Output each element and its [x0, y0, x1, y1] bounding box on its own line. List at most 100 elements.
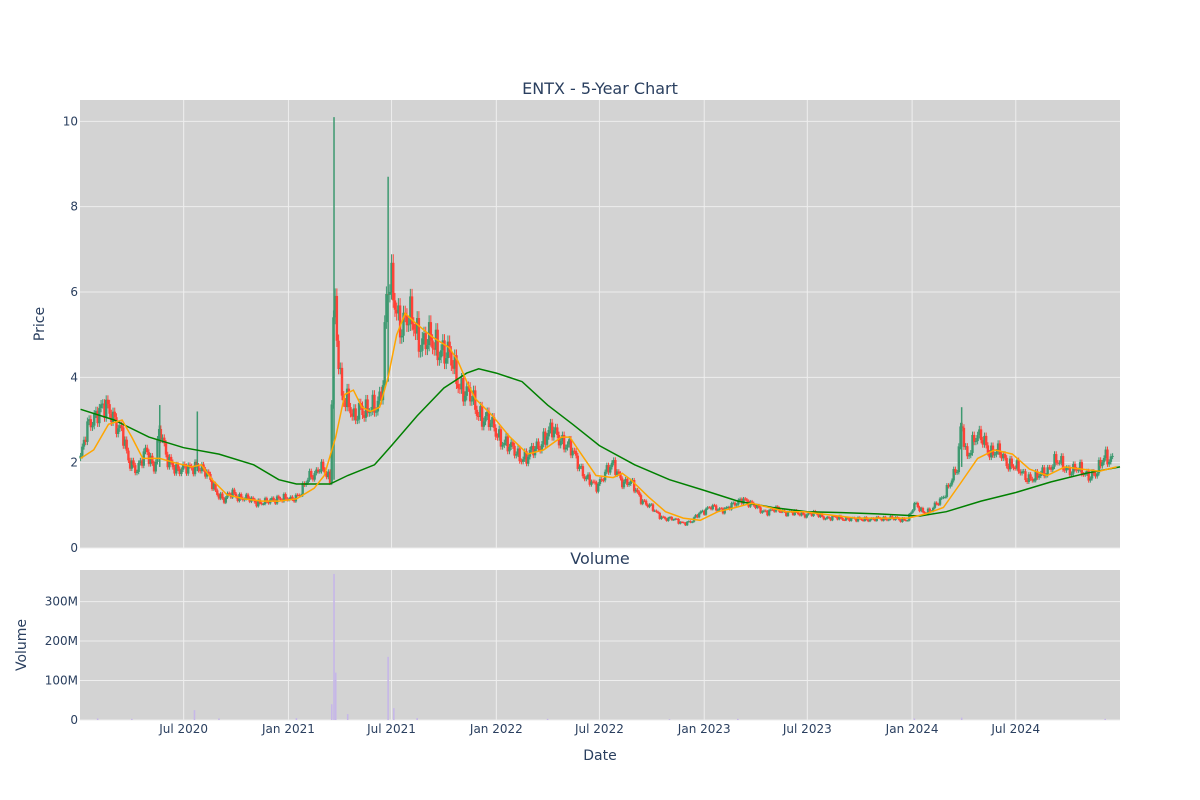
candle-body — [1039, 473, 1043, 476]
candle-body — [509, 442, 513, 447]
candle-body — [446, 341, 450, 359]
candle-body — [757, 505, 761, 508]
volume-bar — [737, 718, 739, 720]
candle-body — [1080, 462, 1084, 475]
candle-body — [192, 468, 195, 475]
candle-body — [176, 464, 180, 469]
candle-body — [947, 485, 950, 487]
candle-body — [867, 519, 870, 522]
candle-body — [140, 460, 144, 466]
candle-body — [486, 411, 489, 417]
candle-body — [313, 473, 316, 480]
candle-body — [711, 505, 714, 510]
candle-body — [193, 461, 197, 475]
candle-body — [108, 404, 111, 414]
candle-body — [745, 499, 749, 501]
candle-body — [964, 446, 967, 448]
candle-body — [1063, 469, 1066, 471]
volume-bar — [333, 573, 335, 720]
candle-body — [1096, 473, 1099, 477]
candle-body — [665, 518, 668, 521]
candle-body — [228, 493, 231, 495]
candle-body — [1053, 454, 1056, 467]
candle-body — [566, 444, 569, 448]
candle-body — [106, 399, 110, 405]
price-tick-label: 4 — [70, 370, 78, 384]
candle-body — [638, 492, 641, 496]
candle-body — [902, 517, 906, 521]
price-axis-label: Price — [32, 307, 48, 341]
candle-body — [904, 520, 908, 522]
candle-body — [504, 436, 508, 443]
candle-body — [113, 411, 116, 418]
candle-body — [149, 455, 152, 465]
candle-body — [349, 407, 352, 414]
candle-body — [921, 507, 925, 513]
candle-body — [398, 305, 402, 338]
candle-body — [173, 467, 176, 474]
candle-body — [125, 439, 128, 451]
candle-body — [205, 471, 209, 477]
candle-body — [723, 508, 726, 514]
candle-body — [583, 476, 586, 480]
candle-body — [593, 481, 597, 483]
candle-body — [1104, 449, 1107, 459]
candle-body — [621, 478, 624, 488]
candle-body — [974, 441, 978, 443]
candle-body — [742, 498, 745, 504]
candle-body — [554, 427, 557, 431]
volume-bar — [416, 718, 418, 720]
candle-body — [909, 512, 913, 515]
candle-body — [1070, 473, 1073, 476]
candle-body — [535, 441, 538, 450]
candle-body — [356, 419, 359, 421]
candle-body — [1014, 467, 1017, 469]
candle-body — [949, 484, 952, 487]
candle-body — [926, 508, 930, 515]
candle-body — [1046, 467, 1049, 476]
candle-body — [1015, 460, 1019, 469]
volume-bar — [546, 718, 549, 720]
candle-body — [950, 480, 954, 485]
candle-body — [445, 358, 448, 364]
candle-body — [397, 305, 400, 314]
candle-body — [441, 340, 445, 351]
candle-body — [725, 507, 728, 509]
candle-body — [685, 521, 689, 526]
candle-body — [609, 467, 612, 473]
candle-body — [188, 464, 192, 467]
candle-body — [959, 426, 962, 447]
candle-body — [602, 479, 605, 481]
price-gridlines — [80, 100, 1120, 549]
candle-body — [761, 511, 764, 513]
candle-body — [1034, 471, 1037, 481]
candle-body — [154, 461, 157, 472]
candle-body — [270, 497, 274, 500]
price-y-ticks: 0 2 4 6 8 10 — [63, 114, 78, 555]
candle-body — [819, 513, 822, 518]
candle-body — [564, 447, 568, 450]
candle-body — [1058, 462, 1061, 464]
candle-body — [234, 493, 238, 497]
candle-body — [111, 411, 115, 423]
candle-body — [180, 469, 183, 474]
candle-body — [146, 447, 149, 453]
candle-body — [632, 479, 636, 492]
candle-body — [94, 410, 98, 415]
candle-body — [289, 496, 292, 499]
candle-body — [677, 518, 680, 524]
candle-body — [424, 333, 427, 350]
candle-body — [451, 365, 455, 369]
candle-body — [1087, 471, 1090, 481]
candle-body — [552, 430, 556, 438]
candle-body — [96, 410, 99, 424]
candle-body — [542, 431, 545, 445]
candle-body — [807, 513, 810, 515]
candle-body — [151, 455, 154, 464]
candle-body — [738, 498, 742, 500]
candle-body — [321, 461, 325, 470]
candle-body — [520, 461, 523, 463]
candle-body — [755, 505, 759, 508]
candle-body — [246, 494, 250, 498]
